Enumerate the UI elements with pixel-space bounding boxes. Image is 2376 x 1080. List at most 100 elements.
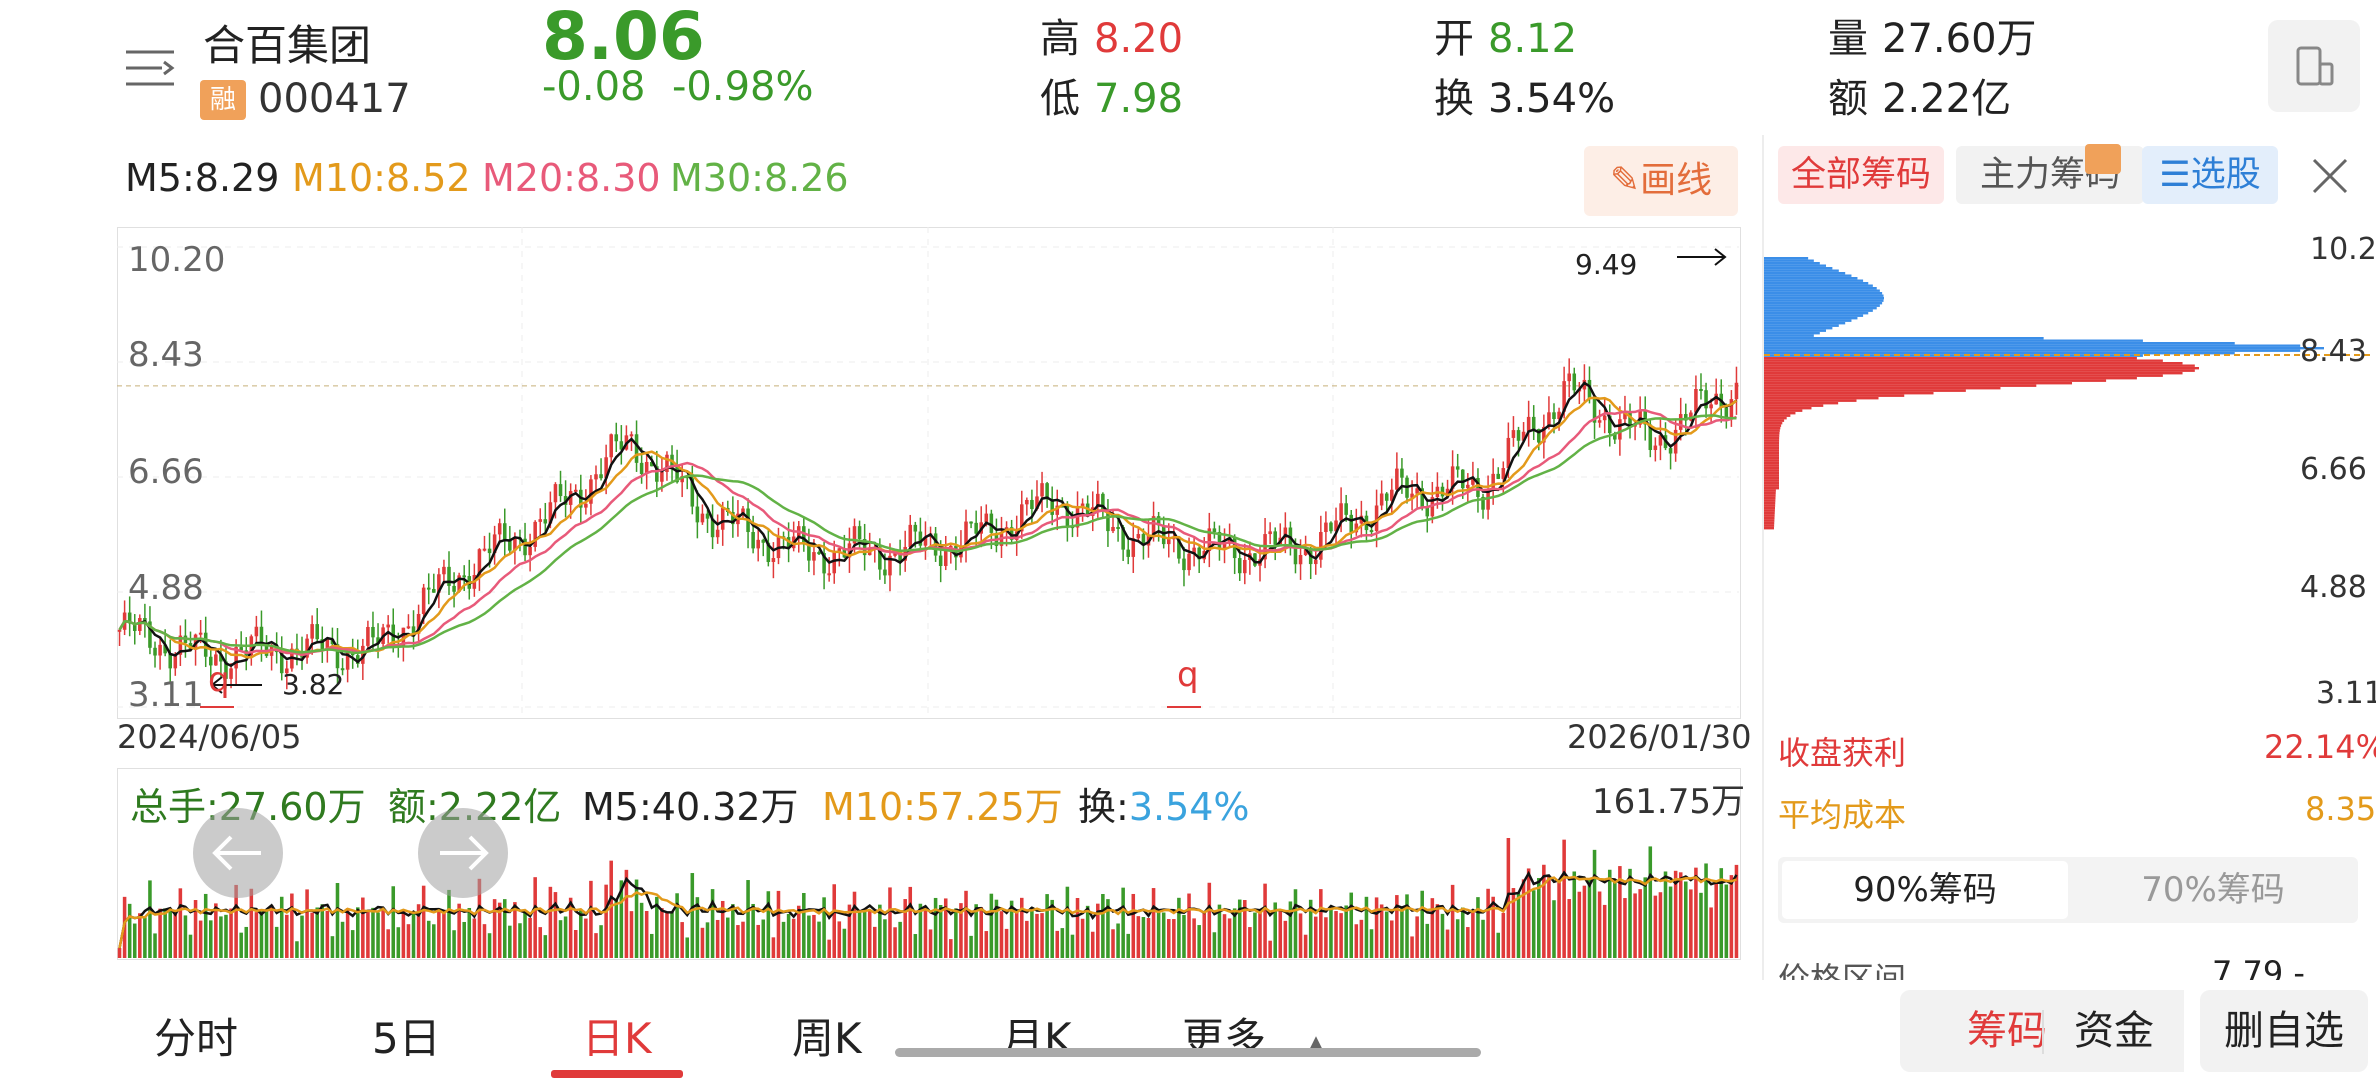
pencil-icon: ✎ bbox=[1609, 160, 1641, 201]
volume-bar bbox=[421, 885, 426, 958]
tab-scrollbar[interactable] bbox=[895, 1048, 1481, 1057]
volume-bar bbox=[1040, 913, 1044, 958]
volume-bar bbox=[1689, 889, 1693, 958]
candle-body bbox=[1045, 483, 1049, 500]
segment-70[interactable]: 70%筹码 bbox=[2141, 870, 2285, 910]
candle-body bbox=[1628, 411, 1632, 427]
volume-bar bbox=[862, 909, 867, 958]
volume-bar bbox=[857, 911, 862, 958]
candle-body bbox=[143, 618, 147, 622]
candle-body bbox=[421, 587, 426, 614]
candle-body bbox=[1572, 373, 1577, 391]
candle-body bbox=[376, 637, 380, 644]
event-marker[interactable]: q bbox=[1177, 655, 1199, 695]
candle-body bbox=[1035, 496, 1039, 509]
candle-body bbox=[1222, 543, 1227, 549]
candle-body bbox=[639, 462, 644, 474]
candle-body bbox=[1131, 538, 1136, 557]
candle-body bbox=[543, 519, 548, 524]
volume-bar bbox=[604, 884, 608, 958]
volume-bar bbox=[731, 904, 735, 958]
segment-90[interactable]: 90%筹码 bbox=[1782, 861, 2068, 919]
menu-icon[interactable] bbox=[120, 38, 180, 98]
volume-bar bbox=[903, 899, 907, 958]
chip-bar bbox=[1764, 322, 1846, 325]
volume-bar bbox=[1628, 868, 1632, 958]
volume-bar bbox=[244, 926, 249, 958]
volume-bar bbox=[589, 880, 593, 958]
volume-bar bbox=[325, 910, 330, 958]
chips-button[interactable]: 筹码 bbox=[1900, 990, 2184, 1072]
chip-bar bbox=[1764, 397, 1879, 400]
chip-bar bbox=[1764, 317, 1858, 320]
candle-body bbox=[148, 621, 152, 648]
draw-line-button[interactable]: ✎画线 bbox=[1584, 146, 1738, 216]
volume-bar bbox=[1633, 893, 1637, 958]
volume-bar bbox=[163, 908, 167, 958]
volume-bar bbox=[335, 883, 340, 958]
candle-body bbox=[416, 613, 421, 634]
candle-body bbox=[837, 548, 842, 552]
volume-bar bbox=[847, 904, 852, 958]
candle-body bbox=[913, 524, 918, 532]
chip-bar bbox=[1764, 512, 1775, 515]
volume-chart[interactable] bbox=[117, 768, 1741, 960]
tab-all-chips[interactable]: 全部筹码 bbox=[1778, 146, 1944, 204]
candle-body bbox=[1516, 430, 1521, 441]
candle-body bbox=[1526, 416, 1531, 432]
candle-body bbox=[361, 645, 365, 664]
tab-intraday[interactable]: 分时 bbox=[154, 1014, 239, 1063]
candle-body bbox=[132, 623, 137, 631]
candle-body bbox=[1025, 499, 1029, 505]
ma30-line bbox=[118, 414, 1737, 655]
date-start: 2024/06/05 bbox=[117, 718, 302, 756]
event-marker[interactable]: q bbox=[208, 660, 230, 700]
candle-body bbox=[705, 513, 710, 519]
volume-bar bbox=[254, 912, 259, 958]
chip-bar bbox=[1764, 292, 1883, 295]
kline-chart[interactable] bbox=[117, 227, 1741, 719]
candle-body bbox=[1136, 534, 1141, 539]
volume-bar bbox=[345, 908, 350, 958]
volume-bar bbox=[432, 924, 436, 958]
chip-bar bbox=[1764, 504, 1776, 507]
tab-5day[interactable]: 5日 bbox=[372, 1014, 441, 1063]
profit-label: 收盘获利 bbox=[1778, 734, 1907, 772]
ma5-line bbox=[118, 381, 1738, 668]
volume-bar bbox=[1177, 897, 1181, 958]
candle-body bbox=[878, 547, 882, 570]
landscape-toggle-button[interactable] bbox=[2268, 20, 2360, 112]
chip-y-tick: 3.11 bbox=[2316, 676, 2376, 711]
scroll-left-button[interactable] bbox=[193, 808, 283, 898]
volume-bar bbox=[168, 910, 172, 958]
funds-button[interactable]: 资金 bbox=[2074, 1008, 2154, 1054]
chip-bar bbox=[1764, 482, 1779, 485]
candle-body bbox=[1618, 419, 1622, 440]
candle-body bbox=[568, 491, 573, 505]
candle-body bbox=[411, 626, 416, 634]
volume-bar bbox=[1668, 886, 1673, 958]
candle-body bbox=[1481, 496, 1485, 510]
candle-body bbox=[254, 626, 259, 637]
volume-bar bbox=[923, 907, 928, 958]
volume-bar bbox=[1400, 906, 1404, 958]
close-icon[interactable] bbox=[2300, 146, 2360, 206]
candle-body bbox=[426, 587, 431, 590]
candle-body bbox=[1313, 559, 1318, 565]
volume-bar bbox=[746, 880, 750, 958]
volume-bar bbox=[791, 918, 796, 958]
volume-bar bbox=[132, 923, 137, 958]
remove-watchlist-button[interactable]: 删自选 bbox=[2200, 990, 2368, 1072]
candle-body bbox=[1055, 505, 1060, 515]
candle-body bbox=[239, 647, 243, 651]
chip-bar bbox=[1764, 364, 2195, 367]
volume-bar bbox=[563, 916, 568, 958]
chip-bar bbox=[1764, 392, 1934, 395]
tab-daily-k[interactable]: 日K bbox=[582, 1014, 652, 1063]
scroll-right-button[interactable] bbox=[418, 808, 508, 898]
tab-weekly-k[interactable]: 周K bbox=[792, 1014, 862, 1063]
volume-bar bbox=[401, 909, 406, 958]
candle-body bbox=[497, 523, 502, 535]
candle-body bbox=[1379, 493, 1384, 506]
tab-stock-picker[interactable]: ☰选股 bbox=[2142, 146, 2278, 204]
